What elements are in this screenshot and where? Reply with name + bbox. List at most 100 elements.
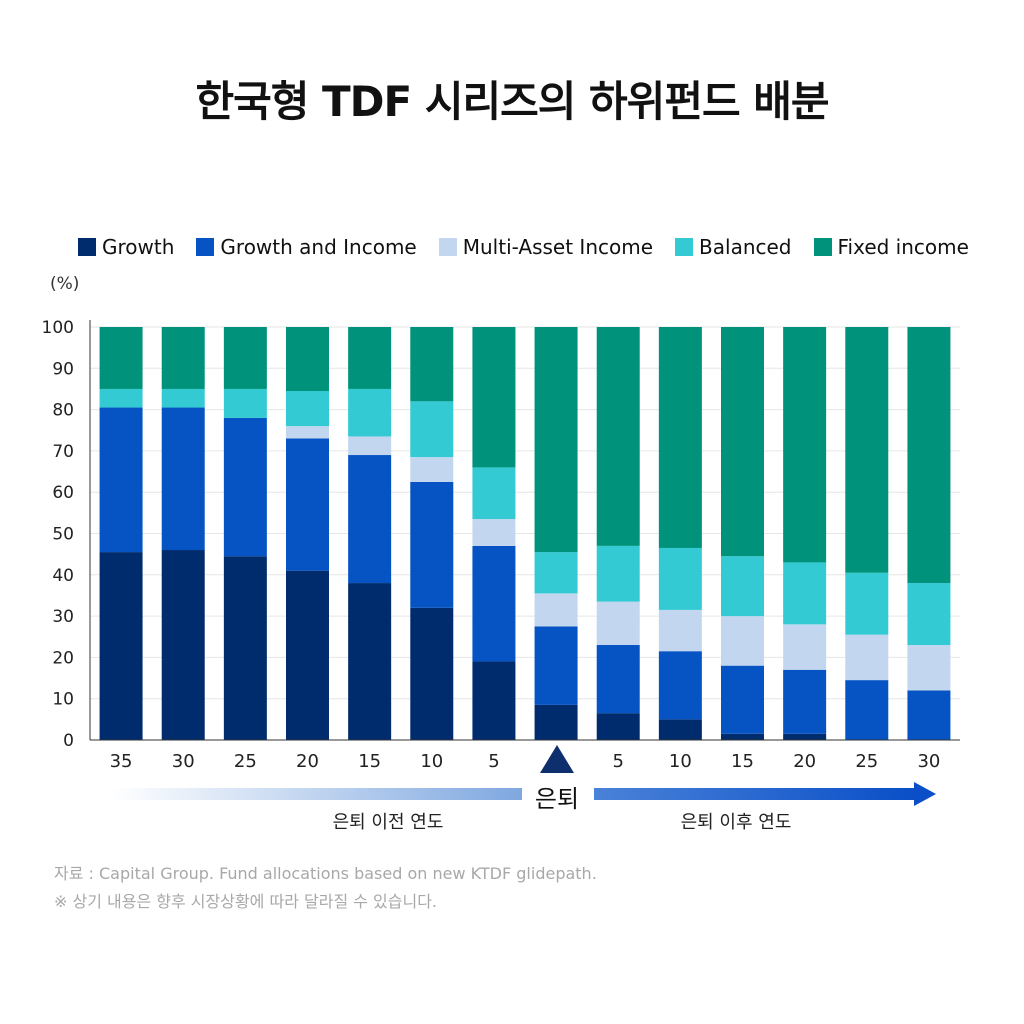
bar-segment-fixed-income [845,327,889,573]
x-tick-label: 10 [669,751,692,772]
bar-segment-fixed-income [99,327,143,389]
bar-segment-growth [783,733,827,740]
bar-segment-balanced [286,391,329,427]
bar-segment-growth [721,733,764,740]
bar-segment-balanced [472,467,516,520]
y-tick-label: 20 [52,648,74,668]
legend-swatch [438,238,457,256]
bar-segment-multi-asset-income [534,593,578,627]
legend-swatch [675,238,694,256]
x-tick-label: 10 [420,751,443,772]
y-tick-label: 70 [52,442,74,462]
bar-segment-balanced [907,583,951,646]
bar-segment-growth-and-income [907,690,951,740]
bar-segment-fixed-income [223,327,267,389]
y-tick-label: 30 [52,607,74,627]
bar-segment-multi-asset-income [472,519,516,546]
x-tick-label: 25 [234,751,257,772]
bar-segment-growth-and-income [410,481,454,608]
x-tick-label: 30 [917,751,940,772]
legend-label: Balanced [699,235,792,259]
bar-segment-growth [410,607,454,740]
legend-swatch [196,238,215,256]
bar-segment-balanced [223,388,267,418]
y-tick-label: 0 [63,731,74,751]
bar-segment-multi-asset-income [410,457,454,482]
bar-segment-growth [472,661,516,740]
legend-label: Fixed income [837,235,969,259]
bar-segment-growth-and-income [161,407,205,551]
bar-segment-fixed-income [534,327,578,553]
disclaimer-note: ※ 상기 내용은 향후 시장상황에 따라 달라질 수 있습니다. [54,892,438,911]
bar-segment-growth-and-income [721,665,764,734]
bar-segment-fixed-income [783,327,827,563]
chart-title: 한국형 TDF 시리즈의 하위펀드 배분 [195,77,829,126]
bar-segment-multi-asset-income [348,436,392,456]
y-tick-label: 60 [52,483,74,503]
legend-item: Fixed income [813,235,969,259]
legend: Growth Growth and Income Multi-Asset Incom… [78,232,969,262]
bar-segment-fixed-income [907,327,951,584]
bar-segment-multi-asset-income [658,609,702,652]
x-tick-label: 25 [855,751,878,772]
x-tick-label: 15 [358,751,381,772]
retirement-marker-icon [540,745,574,773]
bar-segment-balanced [596,545,640,602]
bar-segment-fixed-income [596,327,640,546]
source-note: 자료 : Capital Group. Fund allocations bas… [54,864,597,883]
legend-swatch [78,238,96,256]
legend-swatch [813,238,832,256]
before-retirement-arrow [112,788,522,800]
x-tick-label: 30 [172,751,195,772]
legend-label: Growth and Income [220,235,417,259]
legend-item: Growth and Income [196,235,417,259]
bar-segment-fixed-income [721,327,764,557]
bar-segment-growth-and-income [348,455,392,584]
bar-segment-growth [534,704,578,740]
bar-segment-multi-asset-income [286,426,329,439]
bar-segment-growth-and-income [286,438,329,571]
bar-segment-balanced [410,401,454,458]
bar-segment-balanced [658,547,702,610]
bar-segment-growth-and-income [845,680,889,740]
y-tick-label: 10 [52,690,74,710]
stacked-bar-chart: 0 10 20 30 40 50 60 70 80 90 100 35 30 25 20 15 10 5 5 10 15… [42,318,960,833]
after-retirement-arrow-shaft [594,788,916,800]
bar-segment-fixed-income [161,327,205,389]
after-retirement-label: 은퇴 이후 연도 [681,812,792,833]
y-tick-label: 40 [52,566,74,586]
bar-segment-growth [161,550,205,740]
after-retirement-arrow-head [914,782,936,806]
bar-segment-multi-asset-income [845,634,889,681]
y-tick-label: 80 [52,401,74,421]
bar-segment-growth-and-income [596,645,640,714]
legend-label: Multi-Asset Income [462,235,654,259]
bar-segment-growth-and-income [534,626,578,705]
bar-segment-growth [658,719,702,740]
bar-segment-fixed-income [348,327,392,389]
bar-segment-growth [99,552,143,740]
y-tick-label: 100 [42,318,74,338]
bar-segment-fixed-income [472,327,516,468]
bar-segment-growth [596,713,640,740]
before-retirement-label: 은퇴 이전 연도 [333,812,444,833]
legend-item: Growth [78,235,174,259]
bar-segment-multi-asset-income [596,601,640,646]
legend-item: Multi-Asset Income [438,235,654,259]
bar-segment-balanced [161,388,205,408]
legend-item: Balanced [675,235,792,259]
legend-label: Growth [102,235,175,259]
bar-segment-fixed-income [658,327,702,548]
bar-segment-balanced [99,388,143,408]
bar-segment-multi-asset-income [721,616,764,666]
bar-segment-growth [223,556,267,740]
bar-segment-multi-asset-income [907,645,951,691]
bar-segment-balanced [783,562,827,625]
bar-segment-growth [348,583,392,740]
retirement-label: 은퇴 [535,785,579,813]
bar-segment-fixed-income [410,327,454,402]
bar-segment-balanced [534,552,578,594]
bar-segment-multi-asset-income [783,624,827,670]
bar-segment-fixed-income [286,327,329,392]
x-tick-label: 15 [731,751,754,772]
